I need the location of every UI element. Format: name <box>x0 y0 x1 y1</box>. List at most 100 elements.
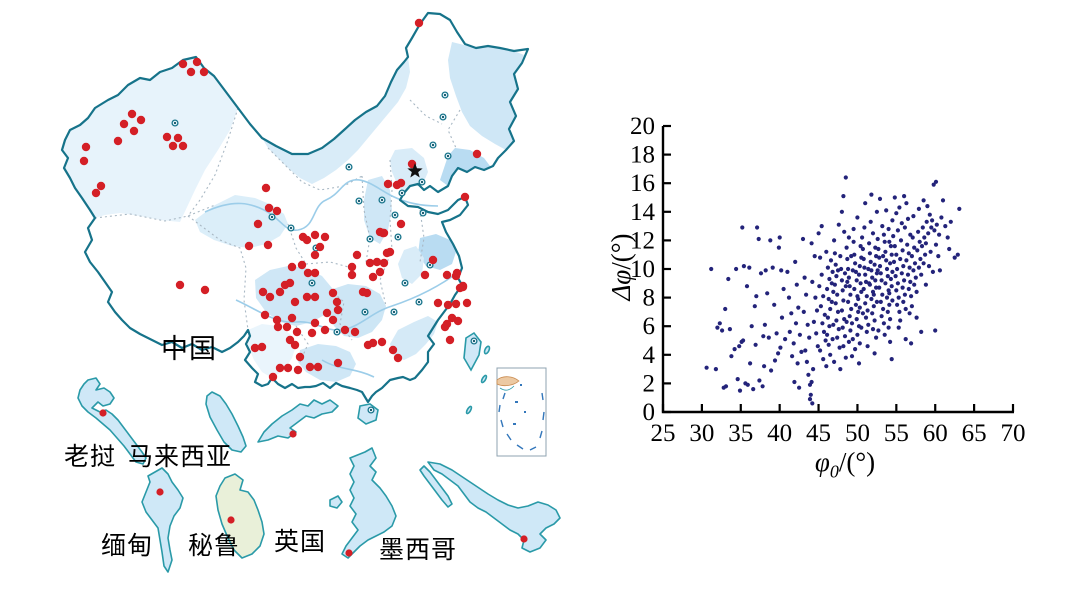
scatter-point <box>906 286 911 292</box>
y-tick-label: 0 <box>643 399 656 426</box>
y-axis-symbol: Δφ <box>606 269 636 301</box>
scatter-point <box>817 284 822 289</box>
mini-countries <box>77 377 561 573</box>
scatter-point <box>877 196 883 201</box>
scatter-point <box>884 295 890 300</box>
scatter-point <box>933 328 938 333</box>
scatter-point <box>870 231 876 236</box>
scatter-point <box>855 215 860 220</box>
scatter-point <box>823 338 828 343</box>
sample-dot <box>453 316 463 326</box>
scatter-point <box>808 392 813 397</box>
scatter-point <box>902 278 907 283</box>
scatter-point <box>807 397 813 402</box>
x-tick-label: 70 <box>1001 420 1026 447</box>
province-borders <box>94 99 461 363</box>
scatter-point <box>862 265 867 270</box>
scatter-point <box>863 272 868 277</box>
scatter-point <box>778 345 783 350</box>
scatter-point <box>800 236 806 242</box>
sample-dot <box>258 287 268 297</box>
sample-dot <box>175 280 185 290</box>
sample-dot <box>263 240 273 250</box>
mini-country-dots <box>99 409 528 557</box>
sample-dot <box>460 192 470 202</box>
sample-dot <box>282 322 292 332</box>
scatter-point <box>809 241 814 246</box>
scatter-point <box>752 304 757 309</box>
sample-dot <box>383 179 393 189</box>
scatter-point <box>859 289 864 294</box>
scatter-point <box>810 401 815 406</box>
scatter-point <box>937 232 942 237</box>
scatter-point <box>912 282 917 287</box>
scatter-point <box>833 262 838 267</box>
sample-dot <box>81 142 91 152</box>
scatter-point <box>931 182 936 187</box>
scatter-point <box>753 342 758 347</box>
scatter-point <box>835 292 840 297</box>
scatter-point <box>745 382 750 387</box>
scatter-point <box>897 205 902 210</box>
label-myanmar: 缅甸 <box>101 533 154 560</box>
sample-dot <box>264 203 274 213</box>
scatter-point <box>748 361 753 366</box>
scatter-point <box>747 265 752 270</box>
scatter-point <box>943 224 948 229</box>
sample-dot <box>352 250 362 260</box>
scatter-point <box>872 262 877 267</box>
scatter-point <box>904 258 909 263</box>
scatter-point <box>825 332 830 337</box>
scatter-point <box>897 309 902 314</box>
y-tick-label: 8 <box>643 285 656 312</box>
scatter-point <box>878 271 883 276</box>
scatter-point <box>902 225 908 230</box>
scatter-point <box>812 254 817 259</box>
sample-dot <box>186 67 196 77</box>
scatter-point <box>776 245 782 250</box>
scatter-point <box>795 361 800 366</box>
sample-dot <box>320 232 330 242</box>
scatter-point <box>860 246 866 252</box>
scatter-point <box>908 279 913 284</box>
scatter-point <box>768 238 773 243</box>
scatter-point <box>799 349 804 354</box>
x-tick-label: 60 <box>923 420 948 447</box>
y-tick-label: 18 <box>630 142 655 169</box>
scatter-point <box>779 315 785 320</box>
scatter-point <box>841 344 846 349</box>
scatter-point <box>887 302 892 307</box>
scatter-point <box>917 239 922 244</box>
scatter-point <box>909 341 914 346</box>
scatter-point <box>825 315 831 320</box>
scatter-point <box>766 335 771 340</box>
scatter-point <box>860 235 865 240</box>
scatter-point <box>832 359 837 364</box>
ireland-shape <box>329 495 343 509</box>
scatter-point <box>835 309 841 314</box>
sample-dot <box>433 298 443 308</box>
scatter-point <box>873 278 878 283</box>
scatter-point <box>923 252 928 257</box>
scatter-point <box>892 244 897 249</box>
sample-dot <box>257 342 267 352</box>
scatter-point <box>723 306 728 312</box>
scatter-point <box>865 344 870 349</box>
scatter-point <box>856 309 861 314</box>
y-tick-label: 20 <box>630 113 655 140</box>
scatter-point <box>845 279 850 284</box>
sample-dot <box>362 288 372 298</box>
scatter-point <box>772 302 777 307</box>
scatter-point <box>848 292 853 297</box>
scatter-point <box>919 329 924 334</box>
scatter-point <box>811 367 816 372</box>
scatter-point <box>789 311 794 316</box>
scatter-point <box>903 306 908 312</box>
scatter-point <box>898 318 903 323</box>
scatter-point <box>899 221 904 226</box>
scatter-point <box>887 239 892 244</box>
sample-dot <box>310 318 320 328</box>
scatter-point <box>841 194 846 199</box>
scatter-point <box>920 225 925 230</box>
scatter-point <box>898 256 903 262</box>
